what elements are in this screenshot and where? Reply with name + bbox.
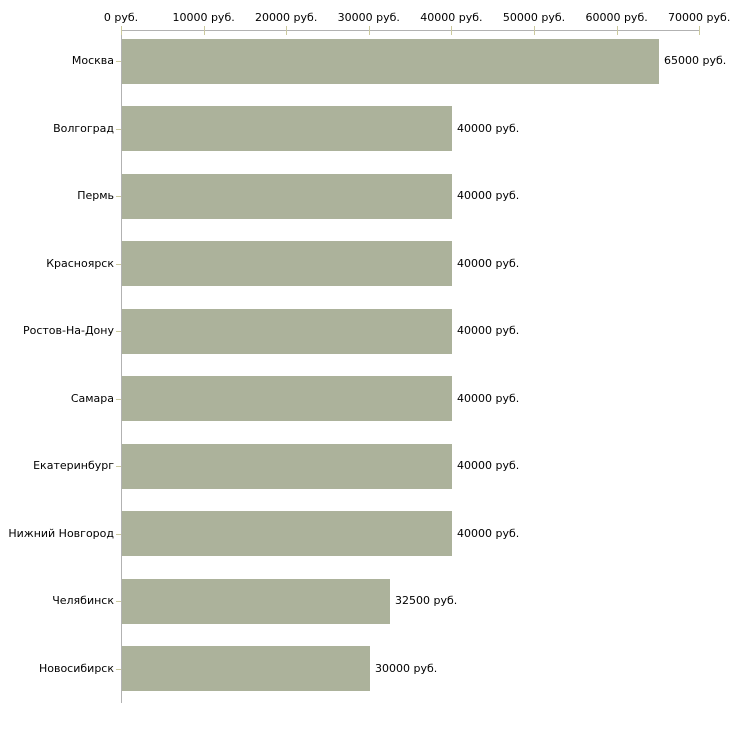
category-label: Нижний Новгород	[8, 527, 114, 540]
category-label: Волгоград	[53, 122, 114, 135]
x-axis-tick-label: 30000 руб.	[337, 11, 400, 24]
y-axis-tick	[116, 534, 121, 535]
y-axis-tick	[116, 61, 121, 62]
x-axis-line	[121, 30, 700, 31]
category-label: Ростов-На-Дону	[22, 324, 114, 337]
x-axis-tick	[699, 26, 700, 35]
bar	[122, 309, 452, 354]
category-label: Челябинск	[52, 594, 114, 607]
x-axis-tick-label: 60000 руб.	[585, 11, 648, 24]
category-label: Екатеринбург	[33, 459, 114, 472]
value-label: 40000 руб.	[457, 459, 520, 472]
y-axis-tick	[116, 669, 121, 670]
x-axis-tick	[617, 26, 618, 35]
x-axis-tick-label: 20000 руб.	[255, 11, 318, 24]
y-axis-tick	[116, 601, 121, 602]
bar	[122, 444, 452, 489]
y-axis-tick	[116, 129, 121, 130]
x-axis-tick-label: 70000 руб.	[668, 11, 730, 24]
value-label: 40000 руб.	[457, 527, 520, 540]
value-label: 40000 руб.	[457, 392, 520, 405]
x-axis-tick-label: 10000 руб.	[172, 11, 235, 24]
bar	[122, 511, 452, 556]
x-axis-tick	[451, 26, 452, 35]
bar	[122, 241, 452, 286]
category-label: Самара	[70, 392, 114, 405]
bar	[122, 174, 452, 219]
value-label: 40000 руб.	[457, 189, 520, 202]
value-label: 32500 руб.	[395, 594, 458, 607]
y-axis-tick	[116, 264, 121, 265]
value-label: 40000 руб.	[457, 324, 520, 337]
x-axis-tick	[204, 26, 205, 35]
bar	[122, 39, 659, 84]
category-label: Новосибирск	[38, 662, 114, 675]
value-label: 65000 руб.	[664, 54, 727, 67]
y-axis-tick	[116, 196, 121, 197]
x-axis-tick-label: 40000 руб.	[420, 11, 483, 24]
category-label: Москва	[71, 54, 114, 67]
value-label: 40000 руб.	[457, 257, 520, 270]
bar	[122, 106, 452, 151]
x-axis-tick	[534, 26, 535, 35]
x-axis-tick	[369, 26, 370, 35]
value-label: 30000 руб.	[375, 662, 438, 675]
bar	[122, 579, 390, 624]
bar	[122, 376, 452, 421]
x-axis-tick-label: 50000 руб.	[502, 11, 566, 24]
value-label: 40000 руб.	[457, 122, 520, 135]
y-axis-tick	[116, 399, 121, 400]
x-axis-tick-label: 0 руб.	[103, 11, 139, 24]
y-axis-tick	[116, 466, 121, 467]
x-axis-tick	[286, 26, 287, 35]
y-axis-tick	[116, 331, 121, 332]
bar	[122, 646, 370, 691]
category-label: Пермь	[77, 189, 114, 202]
category-label: Красноярск	[46, 257, 114, 270]
x-axis-tick	[121, 26, 122, 35]
y-axis-line	[121, 30, 122, 703]
